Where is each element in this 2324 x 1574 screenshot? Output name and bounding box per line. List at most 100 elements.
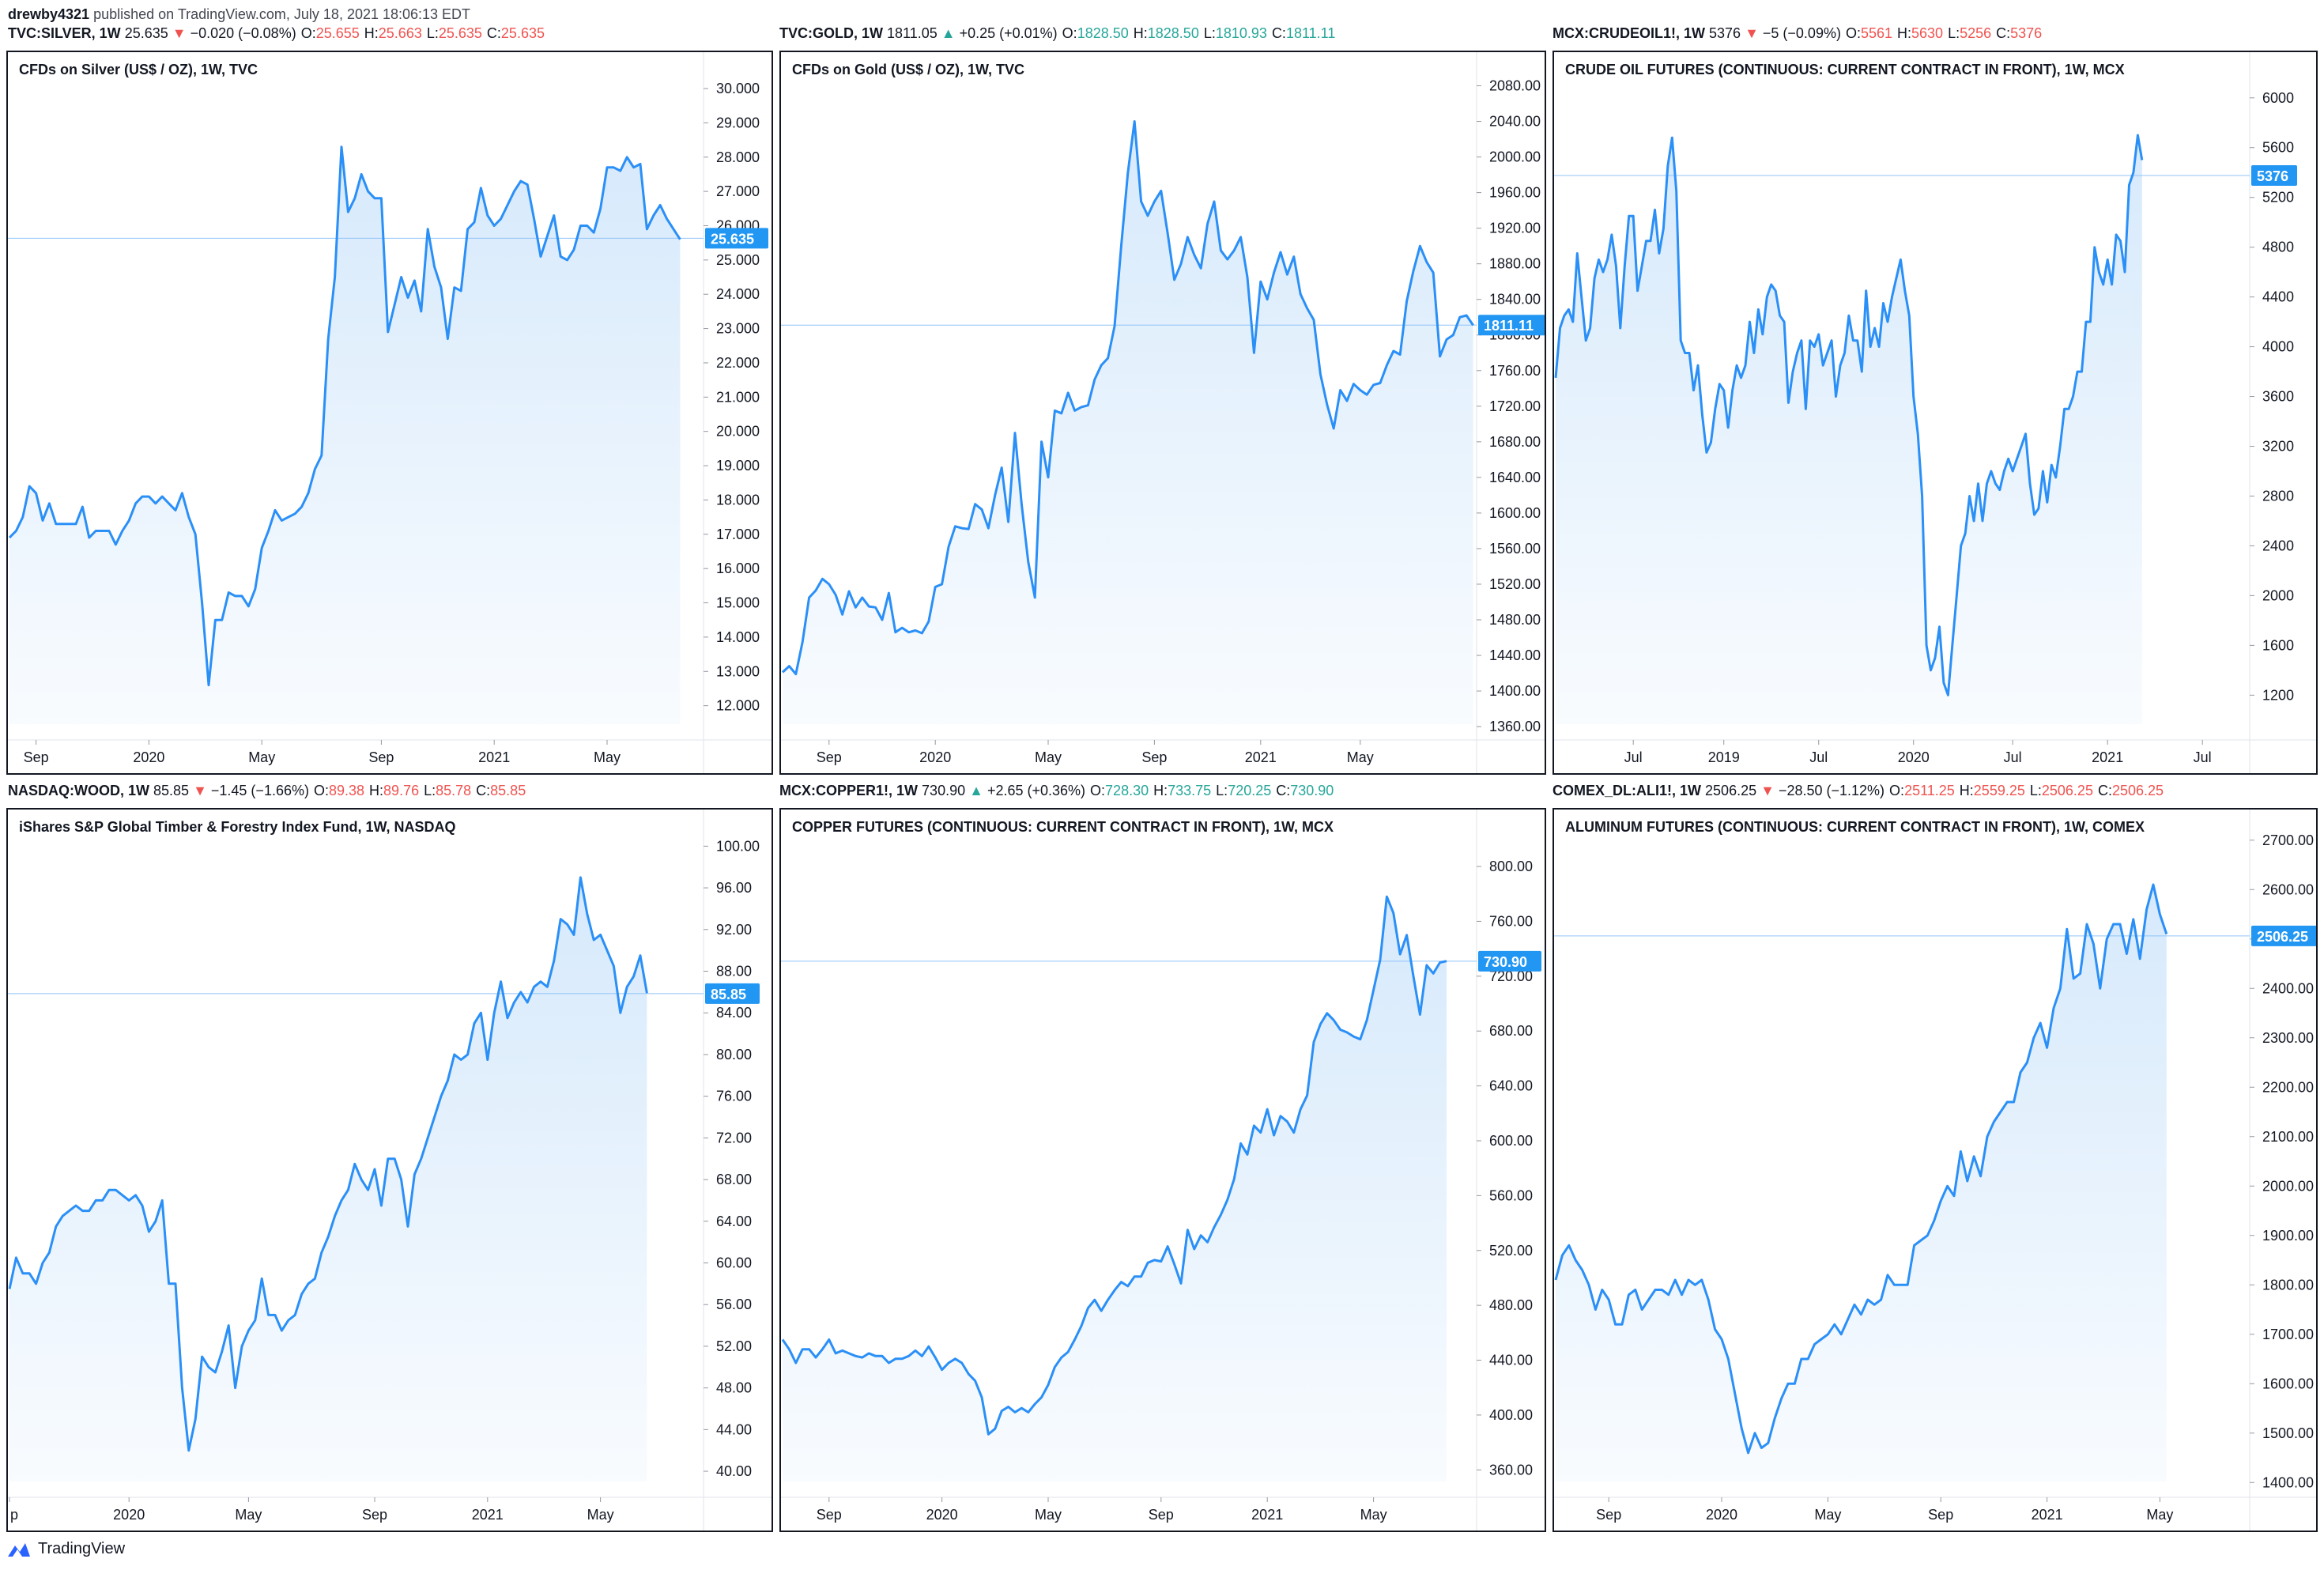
aluminum-y-tick-label: 1800.00 <box>2262 1277 2314 1293</box>
aluminum-change: −28.50 (−1.12%) <box>1778 783 1885 798</box>
gold-ohlc-o: 1828.50 <box>1077 25 1129 41</box>
aluminum-ohlc-label-c: C: <box>2097 783 2112 798</box>
wood-chart-title: iShares S&P Global Timber & Forestry Ind… <box>19 819 456 835</box>
silver-chart-svg[interactable]: 12.000 13.000 14.000 15.000 16.000 17.000 18.0… <box>8 52 772 773</box>
gold-x-tick-label: May <box>1035 749 1062 765</box>
gold-ohlc-label-l: L: <box>1203 25 1216 41</box>
wood-chart-panel[interactable]: 40.00 44.00 48.00 52.00 56.00 60.00 64.00 68.00… <box>6 808 773 1532</box>
gold-price: 1811.05 <box>887 25 938 41</box>
silver-y-tick-label: 21.000 <box>716 389 760 405</box>
wood-y-tick-label: 72.00 <box>716 1130 752 1146</box>
aluminum-y-tick-label: 2400.00 <box>2262 980 2314 996</box>
gold-x-tick-label: 2021 <box>1245 749 1277 765</box>
crude-x-tick-label: 2021 <box>2092 749 2123 765</box>
gold-x-tick-label: Sep <box>817 749 842 765</box>
copper-ohlc-label-l: L: <box>1216 783 1228 798</box>
crude-chart-svg[interactable]: 1200 1600 2000 2400 2800 3200 3600 4000 4400 4800… <box>1554 52 2316 773</box>
aluminum-y-tick-label: 2700.00 <box>2262 832 2314 848</box>
silver-x-tick-label: May <box>594 749 621 765</box>
crude-chart-panel[interactable]: 1200 1600 2000 2400 2800 3200 3600 4000 4400 4800… <box>1552 51 2318 775</box>
author-name[interactable]: drewby4321 <box>8 6 90 22</box>
copper-chart-panel[interactable]: 360.00 400.00 440.00 480.00 520.00 560.00 600.… <box>779 808 1546 1532</box>
wood-y-tick-label: 68.00 <box>716 1172 752 1187</box>
crude-y-tick-label: 5200 <box>2262 190 2294 206</box>
wood-ohlc-label-c: C: <box>476 783 491 798</box>
wood-y-tick-label: 64.00 <box>716 1214 752 1229</box>
silver-x-tick-label: 2020 <box>133 749 164 765</box>
wood-y-tick-label: 88.00 <box>716 963 752 979</box>
wood-y-tick-label: 92.00 <box>716 922 752 938</box>
copper-chart-svg[interactable]: 360.00 400.00 440.00 480.00 520.00 560.00 600.… <box>781 810 1545 1531</box>
crude-y-tick-label: 2000 <box>2262 587 2294 603</box>
silver-chart-panel[interactable]: 12.000 13.000 14.000 15.000 16.000 17.000 18.0… <box>6 51 773 775</box>
aluminum-chart-panel[interactable]: 1400.00 1500.00 1600.00 1700.00 1800.00 1900.… <box>1552 808 2318 1532</box>
gold-ohlc-label-c: C: <box>1271 25 1286 41</box>
wood-x-tick-label: 2021 <box>472 1507 504 1523</box>
gold-chart-svg[interactable]: 1360.00 1400.00 1440.00 1480.00 1520.00 1560.… <box>781 52 1545 773</box>
wood-ohlc-l: 85.78 <box>436 783 472 798</box>
gold-series-line[interactable] <box>781 120 1474 676</box>
footer[interactable]: TradingView <box>6 1540 125 1558</box>
aluminum-symbol-line: COMEX_DL:ALI1!, 1W 2506.25 ▼ −28.50 (−1.… <box>1552 781 2164 800</box>
crude-y-tick-label: 2800 <box>2262 488 2294 504</box>
aluminum-price-badge-label: 2506.25 <box>2257 929 2308 945</box>
aluminum-symbol[interactable]: COMEX_DL:ALI1!, 1W <box>1552 783 1702 798</box>
copper-ohlc-label-h: H: <box>1153 783 1168 798</box>
silver-y-tick-label: 12.000 <box>716 698 760 714</box>
silver-ohlc-c: 25.635 <box>500 25 545 41</box>
wood-symbol[interactable]: NASDAQ:WOOD, 1W <box>8 783 149 798</box>
aluminum-y-tick-label: 1500.00 <box>2262 1425 2314 1441</box>
aluminum-chart-svg[interactable]: 1400.00 1500.00 1600.00 1700.00 1800.00 1900.… <box>1554 810 2316 1531</box>
silver-series-line[interactable] <box>8 145 681 687</box>
copper-series-line[interactable] <box>781 895 1447 1436</box>
aluminum-price-badge <box>2251 925 2316 946</box>
aluminum-y-tick-label: 2000.00 <box>2262 1178 2314 1194</box>
gold-y-tick-label: 1960.00 <box>1489 185 1541 201</box>
crude-y-tick-label: 3600 <box>2262 389 2294 405</box>
wood-series-line[interactable] <box>8 876 648 1452</box>
wood-y-tick-label: 52.00 <box>716 1338 752 1354</box>
copper-ohlc-h: 733.75 <box>1168 783 1212 798</box>
crude-y-tick-label: 5600 <box>2262 140 2294 156</box>
wood-x-tick-label: May <box>587 1507 614 1523</box>
silver-y-tick-label: 30.000 <box>716 81 760 96</box>
crude-y-tick-label: 4400 <box>2262 289 2294 305</box>
aluminum-ohlc-label-h: H: <box>1959 783 1974 798</box>
silver-ohlc-label-l: L: <box>426 25 439 41</box>
wood-ohlc-label-o: O: <box>313 783 329 798</box>
gold-y-tick-label: 1400.00 <box>1489 683 1541 699</box>
wood-change: −1.45 (−1.66%) <box>210 783 309 798</box>
gold-y-tick-label: 1920.00 <box>1489 221 1541 236</box>
crude-ohlc-o: 5561 <box>1860 25 1893 41</box>
gold-ohlc-h: 1828.50 <box>1147 25 1199 41</box>
crude-series-area <box>1556 135 2142 724</box>
gold-ohlc-c: 1811.11 <box>1285 25 1336 41</box>
crude-series-line[interactable] <box>1554 134 2144 696</box>
crude-symbol-line: MCX:CRUDEOIL1!, 1W 5376 ▼ −5 (−0.09%) O:5… <box>1552 24 2042 43</box>
copper-y-tick-label: 480.00 <box>1489 1297 1533 1313</box>
wood-price: 85.85 <box>153 783 190 798</box>
aluminum-chart-title: ALUMINUM FUTURES (CONTINUOUS: CURRENT CO… <box>1565 819 2145 835</box>
copper-chart-title: COPPER FUTURES (CONTINUOUS: CURRENT CONT… <box>792 819 1334 835</box>
gold-chart-panel[interactable]: 1360.00 1400.00 1440.00 1480.00 1520.00 1560.… <box>779 51 1546 775</box>
copper-symbol[interactable]: MCX:COPPER1!, 1W <box>779 783 919 798</box>
silver-change: −0.020 (−0.08%) <box>190 25 296 41</box>
page-header: drewby4321 published on TradingView.com,… <box>8 5 470 24</box>
crude-chart-title: CRUDE OIL FUTURES (CONTINUOUS: CURRENT C… <box>1565 62 2125 77</box>
crude-symbol[interactable]: MCX:CRUDEOIL1!, 1W <box>1552 25 1705 41</box>
crude-y-tick-label: 4000 <box>2262 339 2294 355</box>
copper-y-tick-label: 440.00 <box>1489 1353 1533 1368</box>
aluminum-x-tick-label: Sep <box>1596 1507 1621 1523</box>
copper-x-tick-label: 2021 <box>1251 1507 1283 1523</box>
copper-y-tick-label: 360.00 <box>1489 1462 1533 1478</box>
wood-chart-svg[interactable]: 40.00 44.00 48.00 52.00 56.00 60.00 64.00 68.00… <box>8 810 772 1531</box>
crude-x-tick-label: 2020 <box>1898 749 1930 765</box>
silver-symbol[interactable]: TVC:SILVER, 1W <box>8 25 121 41</box>
published-info: published on TradingView.com, July 18, 2… <box>93 6 471 22</box>
wood-ohlc-c: 85.85 <box>490 783 526 798</box>
gold-symbol[interactable]: TVC:GOLD, 1W <box>779 25 883 41</box>
gold-y-tick-label: 1560.00 <box>1489 541 1541 557</box>
aluminum-series-line[interactable] <box>1554 883 2168 1455</box>
silver-y-tick-label: 29.000 <box>716 115 760 130</box>
silver-y-tick-label: 24.000 <box>716 286 760 302</box>
